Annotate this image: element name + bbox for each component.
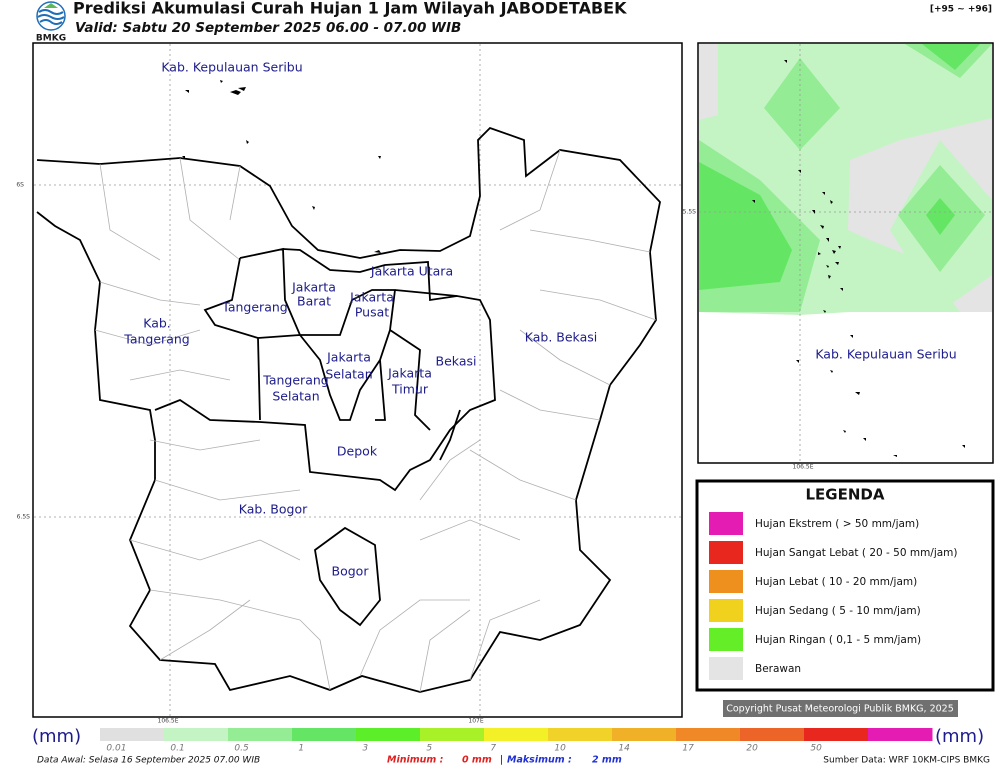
separator: | [500, 755, 503, 766]
region-label: Jakarta Utara [370, 264, 453, 279]
colorbar-unit: (mm) [935, 726, 984, 747]
legend-swatch [709, 628, 743, 651]
grid-label: 6S [16, 182, 24, 189]
colorbar-segment [612, 728, 677, 741]
colorbar-segment [228, 728, 293, 741]
legend-title: LEGENDA [806, 486, 885, 504]
region-label: Kab. [143, 316, 171, 331]
region-label: Barat [297, 294, 331, 309]
source: Sumber Data: WRF 10KM-CIPS BMKG [823, 756, 990, 766]
region-label: Pusat [355, 305, 389, 320]
region-label: Kab. Kepulauan Seribu [161, 60, 302, 75]
legend-swatch [709, 599, 743, 622]
legend-swatch [709, 541, 743, 564]
grid-label: 106.5E [793, 464, 814, 471]
region-label: Kab. Bogor [239, 502, 308, 517]
colorbar-tick-label: 17 [682, 744, 694, 754]
region-label: Depok [337, 444, 378, 459]
region-label: Selatan [272, 389, 319, 404]
legend-label: Hujan Sangat Lebat ( 20 - 50 mm/jam) [755, 547, 958, 559]
colorbar-tick-label: 3 [362, 744, 368, 754]
colorbar-segment [164, 728, 229, 741]
legend-label: Hujan Lebat ( 10 - 20 mm/jam) [755, 576, 917, 588]
region-label: Tangerang [221, 300, 287, 315]
legend-swatch [709, 570, 743, 593]
legend-label: Hujan Sedang ( 5 - 10 mm/jam) [755, 605, 921, 617]
colorbar-tick-label: 1 [298, 744, 304, 754]
region-label: Jakarta [349, 290, 394, 305]
main-map: 6S 6.5S 106.5E 107E Kab. Kepulauan Serib… [16, 42, 683, 725]
region-label: Tangerang [123, 332, 189, 347]
grid-label: 107E [468, 718, 483, 725]
colorbar-segment [420, 728, 485, 741]
legend: LEGENDA Hujan Ekstrem ( > 50 mm/jam) Huja… [695, 479, 995, 692]
grid-label: 106.5E [158, 718, 179, 725]
colorbar-segment [740, 728, 805, 741]
grid-label: 5.5S [683, 209, 697, 216]
maximum-value: 2 mm [592, 755, 622, 766]
colorbar-unit: (mm) [32, 726, 81, 747]
colorbar-tick-label: 5 [426, 744, 432, 754]
colorbar-tick-label: 50 [810, 744, 822, 754]
legend-label: Hujan Ringan ( 0,1 - 5 mm/jam) [755, 634, 921, 646]
legend-swatch [709, 657, 743, 680]
region-label: Selatan [325, 367, 372, 382]
region-label: Kab. Kepulauan Seribu [815, 347, 956, 362]
legend-label: Hujan Ekstrem ( > 50 mm/jam) [755, 518, 919, 530]
region-label: Bekasi [436, 354, 477, 369]
region-label: Jakarta [387, 366, 432, 381]
colorbar-segment [868, 728, 933, 741]
colorbar-segment [484, 728, 549, 741]
maximum-label: Maksimum : [507, 755, 572, 766]
colorbar-tick-label: 0.5 [234, 744, 249, 754]
colorbar-segment [292, 728, 357, 741]
grid-label: 6.5S [17, 514, 31, 521]
region-label: Bogor [332, 564, 370, 579]
colorbar-tick-label: 14 [618, 744, 630, 754]
region-label: Kab. Bekasi [525, 330, 597, 345]
logo: BMKG [36, 1, 66, 44]
colorbar-tick-label: 20 [746, 744, 758, 754]
colorbar-segment [548, 728, 613, 741]
legend-label: Berawan [755, 663, 801, 675]
region-label: Jakarta [326, 350, 371, 365]
colorbar-tick-label: 10 [554, 744, 566, 754]
region-label: Jakarta [291, 280, 336, 295]
minimum-label: Minimum : [387, 755, 444, 766]
forecast-range: [+95 ~ +96] [930, 5, 992, 15]
inset-map: 5.5S 106.5E Kab. Kepulauan Seribu [683, 42, 994, 471]
legend-swatch [709, 512, 743, 535]
title: Prediksi Akumulasi Curah Hujan 1 Jam Wil… [73, 0, 627, 18]
colorbar-segment [804, 728, 869, 741]
minimum-value: 0 mm [462, 755, 492, 766]
copyright-box [723, 700, 958, 717]
colorbar-segment [356, 728, 421, 741]
colorbar-tick-label: 0.1 [170, 744, 184, 754]
colorbar-segment [100, 728, 165, 741]
colorbar-tick-label: 7 [490, 744, 496, 754]
subtitle: Valid: Sabtu 20 September 2025 06.00 - 0… [75, 20, 461, 36]
region-label: Tangerang [262, 373, 328, 388]
colorbar-tick-label: 0.01 [106, 744, 126, 754]
logo-text: BMKG [36, 34, 66, 44]
region-label: Timur [391, 382, 429, 397]
colorbar: (mm) (mm) 0.01 0.1 0.5 1 3 5 7 10 14 17 20 50 [32, 726, 984, 754]
copyright: Copyright Pusat Meteorologi Publik BMKG,… [726, 704, 954, 715]
data-awal: Data Awal: Selasa 16 September 2025 07.0… [37, 756, 260, 766]
colorbar-segment [676, 728, 741, 741]
